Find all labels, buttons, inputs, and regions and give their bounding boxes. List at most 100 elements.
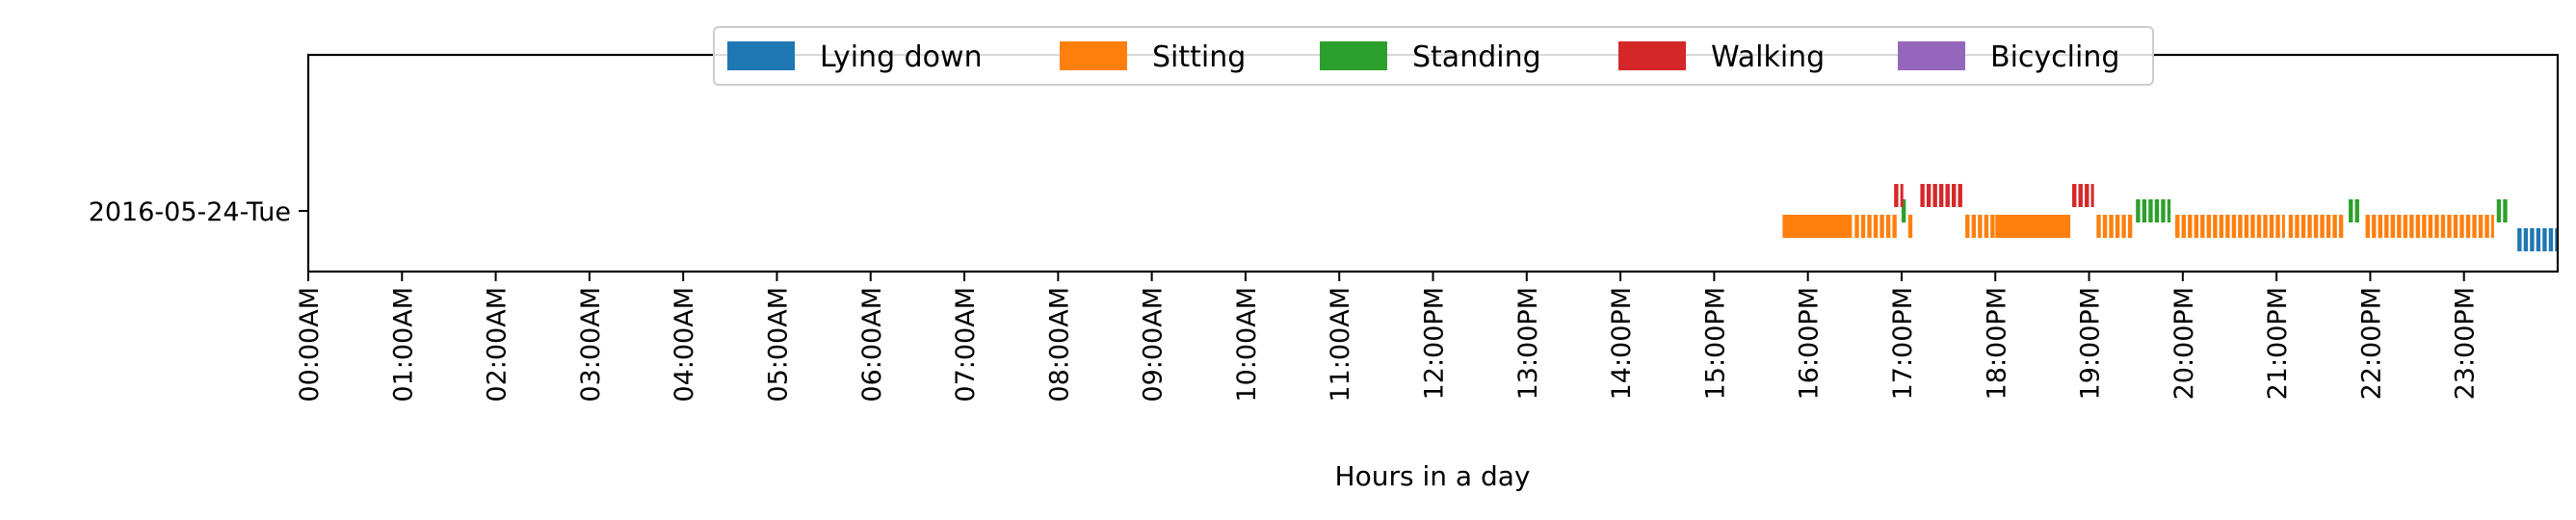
bar-lying-down [2542,228,2547,251]
bar-standing [1901,199,1906,222]
bar-walking [2072,184,2077,207]
bar-sitting [1995,215,2071,238]
bar-walking [1958,184,1962,207]
bar-sitting [2459,215,2464,238]
bar-standing [2148,199,2153,222]
bar-sitting [2338,215,2344,238]
y-tick-label: 2016-05-24-Tue [89,197,291,227]
bar-standing [2167,199,2171,222]
legend-label: Bicycling [1990,40,2119,74]
x-tick-label: 10:00AM [1232,287,1262,403]
bar-sitting [2478,215,2484,238]
x-tick-label: 19:00PM [2076,287,2106,400]
bar-sitting [2307,215,2312,238]
activity-bars [1782,184,2559,251]
x-tick-label: 12:00PM [1420,287,1450,400]
bar-sitting [2102,215,2108,238]
bar-walking [2090,184,2094,207]
bar-lying-down [2548,228,2554,251]
bar-sitting [1860,215,1866,238]
bar-walking [1932,184,1937,207]
bar-sitting [2269,215,2274,238]
bar-sitting [2365,215,2370,238]
x-tick-label: 03:00AM [576,287,606,403]
bar-sitting [2121,215,2126,238]
x-tick-label: 04:00AM [670,287,699,403]
bar-walking [1900,184,1904,207]
bar-sitting [1965,215,1970,238]
bar-sitting [2263,215,2268,238]
x-tick-label: 06:00AM [857,287,887,403]
bar-sitting [2213,215,2218,238]
bar-sitting [2256,215,2262,238]
bar-sitting [1984,215,1989,238]
bar-sitting [2096,215,2101,238]
bar-sitting [2288,215,2294,238]
plot-frame [306,53,2560,273]
bar-lying-down [2517,228,2522,251]
bar-standing [2503,199,2508,222]
legend-label: Standing [1412,40,1541,74]
bar-lying-down [2530,228,2535,251]
bar-sitting [2397,215,2402,238]
bar-sitting [2281,215,2285,238]
x-tick-label: 00:00AM [295,287,325,403]
bar-sitting [1892,215,1897,238]
bar-sitting [2453,215,2458,238]
legend-label: Sitting [1152,40,1246,74]
bar-sitting [1879,215,1884,238]
bar-sitting [1885,215,1891,238]
x-tick-label: 14:00PM [1607,287,1637,400]
x-tick-label: 11:00AM [1326,287,1355,403]
legend-swatch-walking [1618,41,1686,70]
bar-standing [2349,199,2353,222]
bar-sitting [2295,215,2300,238]
bar-sitting [1782,215,1853,238]
bar-walking [2078,184,2083,207]
bar-walking [1926,184,1932,207]
x-tick-label: 13:00PM [1513,287,1543,400]
bar-sitting [2447,215,2452,238]
bar-sitting [2326,215,2331,238]
bar-standing [2354,199,2359,222]
bar-sitting [2250,215,2255,238]
bar-sitting [1873,215,1879,238]
bar-sitting [1867,215,1872,238]
x-tick-label: 18:00PM [1982,287,2011,400]
bar-sitting [2390,215,2396,238]
bar-sitting [2403,215,2408,238]
bar-sitting [2109,215,2114,238]
bar-walking [2085,184,2090,207]
bar-sitting [2384,215,2389,238]
x-tick-label: 22:00PM [2356,287,2386,400]
bar-sitting [2332,215,2337,238]
bar-lying-down [2536,228,2541,251]
x-tick-label: 21:00PM [2263,287,2293,400]
bar-walking [1938,184,1944,207]
bar-sitting [2428,215,2433,238]
legend-swatch-standing [1320,41,1387,70]
bar-sitting [1854,215,1859,238]
bar-sitting [2200,215,2205,238]
bar-sitting [2275,215,2280,238]
bar-standing [2154,199,2160,222]
bar-sitting [2206,215,2212,238]
bar-sitting [2415,215,2421,238]
bar-standing [2136,199,2141,222]
legend-label: Walking [1711,40,1825,74]
legend-swatch-bicycling [1898,41,1965,70]
bar-lying-down [2555,228,2559,251]
x-tick-label: 23:00PM [2451,287,2481,400]
bar-walking [1894,184,1899,207]
x-tick-label: 08:00AM [1044,287,1074,403]
bar-sitting [2188,215,2193,238]
legend-swatch-sitting [1060,41,1127,70]
bar-sitting [2440,215,2446,238]
x-tick-label: 05:00AM [763,287,793,403]
bar-sitting [2465,215,2471,238]
bar-walking [1945,184,1950,207]
bar-sitting [2231,215,2237,238]
bar-sitting [2127,215,2133,238]
bar-standing [2161,199,2166,222]
